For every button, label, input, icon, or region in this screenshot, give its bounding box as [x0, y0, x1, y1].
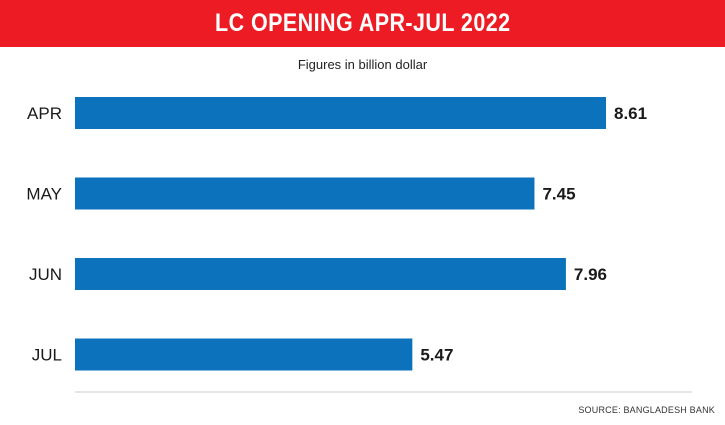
- bar-apr: [75, 97, 606, 129]
- category-label-apr: APR: [27, 104, 62, 123]
- chart-title: LC OPENING APR-JUL 2022: [214, 9, 511, 37]
- chart-header: LC OPENING APR-JUL 2022: [0, 0, 725, 47]
- value-label-jul: 5.47: [420, 346, 453, 365]
- chart-subtitle: Figures in billion dollar: [297, 57, 428, 72]
- value-label-apr: 8.61: [614, 104, 647, 123]
- category-label-may: MAY: [26, 185, 62, 204]
- bar-group: APR 8.61 MAY 7.45 JUN 7.96 JUL 5.47: [26, 97, 647, 371]
- bar-jul: [75, 338, 413, 371]
- value-label-may: 7.45: [542, 185, 575, 204]
- bar-may: [75, 177, 535, 210]
- category-label-jun: JUN: [29, 265, 62, 284]
- source-note: SOURCE: BANGLADESH BANK: [578, 405, 715, 415]
- value-label-jun: 7.96: [574, 265, 607, 284]
- bar-jun: [75, 258, 566, 290]
- category-label-jul: JUL: [32, 346, 62, 365]
